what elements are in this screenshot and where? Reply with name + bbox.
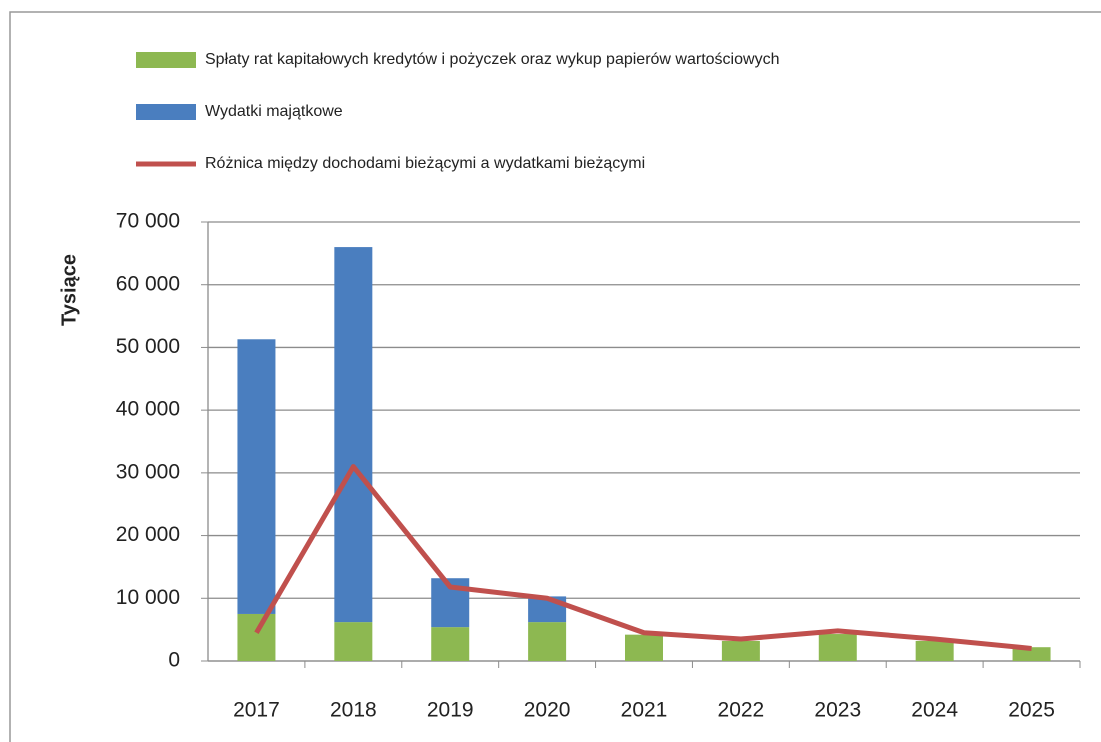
legend-swatch [136,104,196,120]
x-tick-label: 2018 [330,699,377,722]
x-tick-label: 2023 [814,699,861,722]
y-tick-label: 0 [168,649,180,672]
x-tick-label: 2022 [718,699,765,722]
x-tick-label: 2021 [621,699,668,722]
y-axis-label: Tysiące [58,254,80,326]
y-tick-label: 70 000 [116,210,180,233]
chart-frame [9,11,1101,742]
x-tick-label: 2019 [427,699,474,722]
bar [334,622,373,661]
y-tick-label: 20 000 [116,523,180,546]
bar [721,640,760,661]
legend-swatch [136,52,196,68]
line [254,464,1032,651]
bar [625,634,663,661]
bar [528,622,567,661]
x-tick-label: 2024 [911,699,958,722]
x-tick-label: 2020 [524,699,571,722]
y-tick-label: 60 000 [116,272,180,295]
bar [334,247,373,623]
bar [915,640,954,661]
x-tick-label: 2017 [233,699,280,722]
legend-label: Różnica między dochodami bieżącymi a wyd… [205,155,645,172]
y-tick-label: 30 000 [116,460,180,483]
legend-label: Wydatki majątkowe [205,103,343,120]
bar [431,627,470,661]
bar [1012,647,1051,661]
x-tick-label: 2025 [1008,699,1055,722]
y-tick-label: 10 000 [116,586,180,609]
bar [237,339,276,614]
legend-label: Spłaty rat kapitałowych kredytów i pożyc… [205,51,779,68]
bar [237,613,276,661]
y-tick-label: 40 000 [116,398,180,421]
y-tick-label: 50 000 [116,335,180,358]
bar [818,634,857,661]
